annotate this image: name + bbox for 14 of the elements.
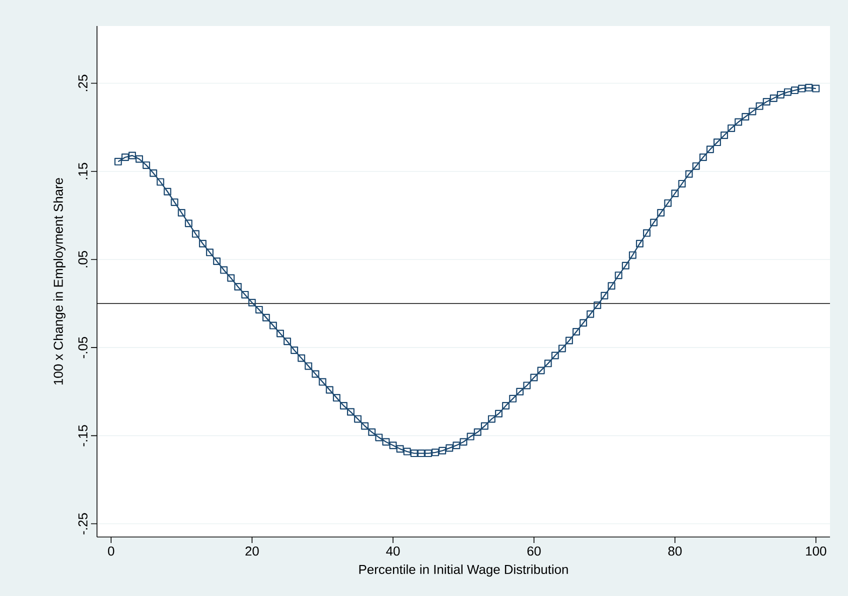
- y-tick-label: -.05: [78, 336, 88, 358]
- y-tick-label: .15: [78, 162, 88, 180]
- x-axis-title: Percentile in Initial Wage Distribution: [359, 564, 568, 577]
- y-tick-label: -.25: [78, 513, 88, 534]
- y-tick-label: .05: [78, 251, 88, 268]
- x-tick-label: 40: [386, 546, 400, 556]
- x-tick-label: 0: [108, 546, 114, 556]
- x-tick-label: 60: [527, 546, 541, 556]
- x-tick-label: 20: [246, 546, 259, 556]
- y-tick-label: .25: [78, 74, 88, 92]
- y-axis-title: 100 x Change in Employment Share: [53, 178, 66, 385]
- y-tick-label: -.15: [78, 425, 88, 446]
- x-tick-label: 80: [668, 546, 682, 556]
- x-tick-label: 100: [806, 546, 826, 556]
